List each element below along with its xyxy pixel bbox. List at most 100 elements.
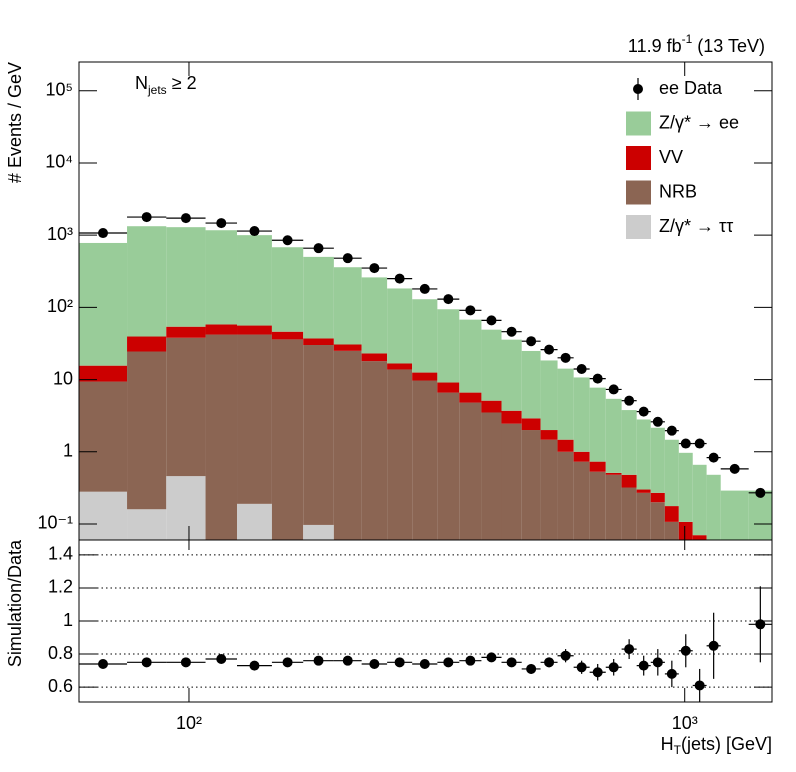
histogram-bar (412, 372, 438, 381)
ratio-point (638, 660, 649, 671)
histogram-bar (387, 288, 413, 364)
histogram-bar (237, 235, 272, 326)
histogram-bar (692, 464, 707, 536)
histogram-bar (501, 423, 522, 540)
histogram-bar (361, 277, 388, 354)
histogram-bar (303, 524, 334, 540)
ratio-point (666, 668, 677, 679)
data-point (592, 373, 603, 384)
ratio-y-axis-label: Simulation/Data (5, 539, 25, 667)
legend-swatch (626, 215, 651, 239)
ratio-point (544, 657, 555, 668)
histogram-bar (589, 387, 606, 462)
histogram-bar (573, 377, 590, 452)
legend-label: Z/γ* → ee (659, 112, 739, 132)
ratio-point (608, 662, 619, 673)
histogram-bar (589, 461, 606, 472)
data-point (98, 228, 109, 239)
legend-marker (633, 84, 643, 94)
histogram-bar (557, 439, 574, 452)
legend-swatch (626, 111, 651, 136)
annotation: Njets ≥ 2 (135, 73, 197, 97)
histogram-bar (540, 439, 558, 540)
ratio-point (282, 657, 293, 668)
data-point (729, 463, 740, 474)
histogram-bar (79, 381, 128, 492)
ratio-point (652, 657, 663, 668)
histogram-bar (333, 350, 362, 540)
histogram-bar (205, 334, 238, 540)
ratio-point (680, 645, 691, 656)
data-point (141, 212, 152, 223)
data-point (560, 352, 571, 363)
histogram-bar (79, 365, 128, 382)
ratio-point (419, 658, 430, 669)
data-point (486, 315, 497, 326)
histogram-bar (540, 360, 558, 431)
histogram-bar (664, 439, 679, 507)
histogram-bar (459, 392, 482, 403)
histogram-bar (501, 339, 522, 411)
histogram-bar (650, 427, 665, 493)
histogram-bar (557, 368, 574, 440)
histogram-bar (521, 418, 541, 431)
histogram-bar (521, 350, 541, 419)
ratio-point (560, 650, 571, 661)
ratio-point (465, 655, 476, 666)
x-tick-label: 10² (176, 713, 202, 733)
histogram-bar (589, 471, 606, 540)
histogram-bar (636, 489, 651, 493)
y-tick-label: 10⁵ (46, 79, 73, 99)
y-tick-label: 1 (63, 441, 73, 461)
ratio-point (486, 652, 497, 663)
histogram-bar (333, 344, 362, 351)
y-tick-label: 10 (53, 368, 73, 388)
histogram-bar (437, 309, 460, 383)
histogram-bar (271, 331, 304, 340)
data-point (544, 344, 555, 355)
data-point (680, 438, 691, 449)
annotation-sub: jets (147, 83, 167, 97)
histogram-bar (237, 503, 272, 540)
ratio-point (98, 658, 109, 669)
legend-label: VV (659, 147, 683, 167)
histogram-bar (437, 382, 460, 393)
histogram-bar (166, 476, 206, 540)
x-label-text: H (661, 734, 674, 754)
data-point (638, 406, 649, 417)
histogram-bar (205, 230, 238, 325)
histogram-bar (303, 338, 334, 346)
ratio-point (443, 657, 454, 668)
data-point (249, 226, 260, 237)
x-label-sub: T (674, 743, 682, 757)
lumi-text: 11.9 fb (628, 36, 682, 56)
histogram-bar (605, 474, 622, 540)
histogram-bar (79, 242, 128, 366)
data-point (624, 395, 635, 406)
histogram-bar (605, 472, 622, 475)
histogram-bar (333, 267, 362, 345)
y-tick-label: 0.8 (48, 643, 73, 663)
data-point (394, 273, 405, 284)
ratio-point (394, 657, 405, 668)
ratio-point (694, 680, 705, 691)
annotation-rest: ≥ 2 (167, 73, 197, 93)
histogram-bar (166, 227, 206, 327)
histogram-bar (166, 326, 206, 338)
histogram-bar (636, 492, 651, 540)
histogram-bar (437, 392, 460, 540)
histogram-bar (481, 329, 502, 401)
y-axis-label: # Events / GeV (5, 62, 25, 183)
ratio-point (180, 657, 191, 668)
data-point (465, 305, 476, 316)
data-point (506, 326, 517, 337)
histogram-bar (127, 336, 167, 352)
legend-label: NRB (659, 181, 697, 201)
histogram-bar (621, 410, 637, 475)
ratio-point (249, 660, 260, 671)
histogram-bar (271, 247, 304, 332)
y-tick-label: 10² (47, 296, 73, 316)
ratio-point (313, 655, 324, 666)
ratio-point (141, 657, 152, 668)
